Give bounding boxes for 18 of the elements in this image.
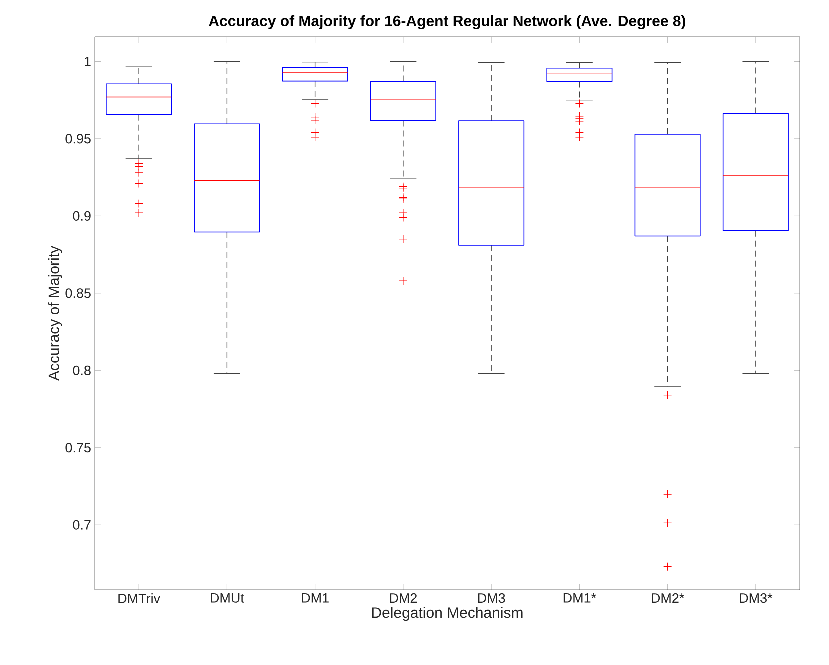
y-tick-label: 0.85 — [66, 288, 91, 298]
y-axis-title: Accuracy of Majority — [48, 246, 62, 381]
x-tick-label: DM1* — [564, 594, 596, 603]
chart-title: Accuracy of Majority for 16-Agent Regular Network (Ave. Degree 8) — [209, 15, 686, 30]
y-tick-label: 0.7 — [73, 520, 91, 530]
y-tick-label: 0.75 — [66, 443, 91, 453]
x-tick-label: DM1 — [302, 594, 329, 603]
x-tick-label: DM2 — [390, 594, 418, 603]
x-tick-label: DMUt — [211, 594, 244, 603]
x-tick-label: DM3* — [740, 594, 773, 604]
y-tick-label: 0.95 — [66, 134, 91, 144]
y-tick-label: 1 — [85, 57, 91, 66]
x-axis-title: Delegation Mechanism — [372, 607, 523, 622]
y-tick-label: 0.8 — [73, 366, 91, 376]
y-tick-label: 0.9 — [73, 211, 91, 221]
x-tick-label: DMTriv — [118, 594, 161, 604]
x-tick-label: DM3 — [478, 594, 506, 604]
x-tick-label: DM2* — [652, 594, 684, 603]
